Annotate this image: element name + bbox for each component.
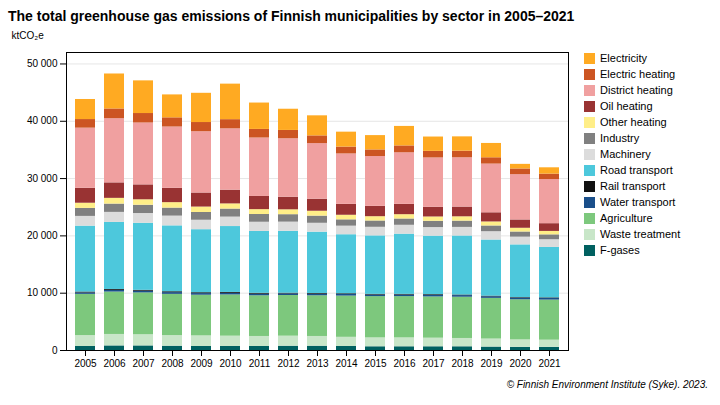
svg-text:2008: 2008 — [161, 358, 184, 369]
svg-text:0: 0 — [52, 345, 58, 356]
svg-text:2020: 2020 — [509, 358, 532, 369]
svg-text:2016: 2016 — [393, 358, 416, 369]
html-text:Agriculture: Agriculture — [600, 212, 653, 224]
svg-text:2009: 2009 — [190, 358, 213, 369]
svg-text:2019: 2019 — [480, 358, 503, 369]
svg-text:2015: 2015 — [364, 358, 387, 369]
html-text:© Finnish Environment Institut: © Finnish Environment Institute (Syke). … — [506, 379, 708, 390]
svg-text:2007: 2007 — [132, 358, 155, 369]
html-text:Rail transport: Rail transport — [600, 180, 666, 192]
svg-text:2010: 2010 — [219, 358, 242, 369]
html-text:Waste treatment: Waste treatment — [600, 228, 681, 240]
svg-text:ktCO₂e: ktCO₂e — [12, 30, 45, 41]
html-text:Electric heating: Electric heating — [600, 68, 676, 80]
svg-text:40 000: 40 000 — [27, 115, 58, 126]
svg-text:2012: 2012 — [277, 358, 300, 369]
html-text:Industry: Industry — [600, 132, 640, 144]
svg-text:2014: 2014 — [335, 358, 358, 369]
html-text:F-gases: F-gases — [600, 244, 640, 256]
svg-text:2006: 2006 — [103, 358, 126, 369]
svg-text:2011: 2011 — [249, 358, 271, 369]
svg-text:20 000: 20 000 — [27, 230, 58, 241]
svg-text:2017: 2017 — [422, 358, 445, 369]
svg-text:30 000: 30 000 — [27, 173, 58, 184]
svg-text:2018: 2018 — [451, 358, 474, 369]
html-text:Water transport: Water transport — [600, 196, 676, 208]
html-text:Other heating: Other heating — [600, 116, 667, 128]
html-text:The total greenhouse gas emiss: The total greenhouse gas emissions of Fi… — [8, 8, 575, 24]
html-text:Road transport: Road transport — [600, 164, 673, 176]
svg-text:2021: 2021 — [538, 358, 561, 369]
html-text:District heating: District heating — [600, 84, 673, 96]
html-text:Oil heating: Oil heating — [600, 100, 653, 112]
svg-text:10 000: 10 000 — [27, 287, 58, 298]
html-text:Electricity: Electricity — [600, 52, 648, 64]
svg-text:2005: 2005 — [74, 358, 97, 369]
svg-text:50 000: 50 000 — [27, 58, 58, 69]
html-text:Machinery: Machinery — [600, 148, 651, 160]
svg-text:2013: 2013 — [306, 358, 329, 369]
